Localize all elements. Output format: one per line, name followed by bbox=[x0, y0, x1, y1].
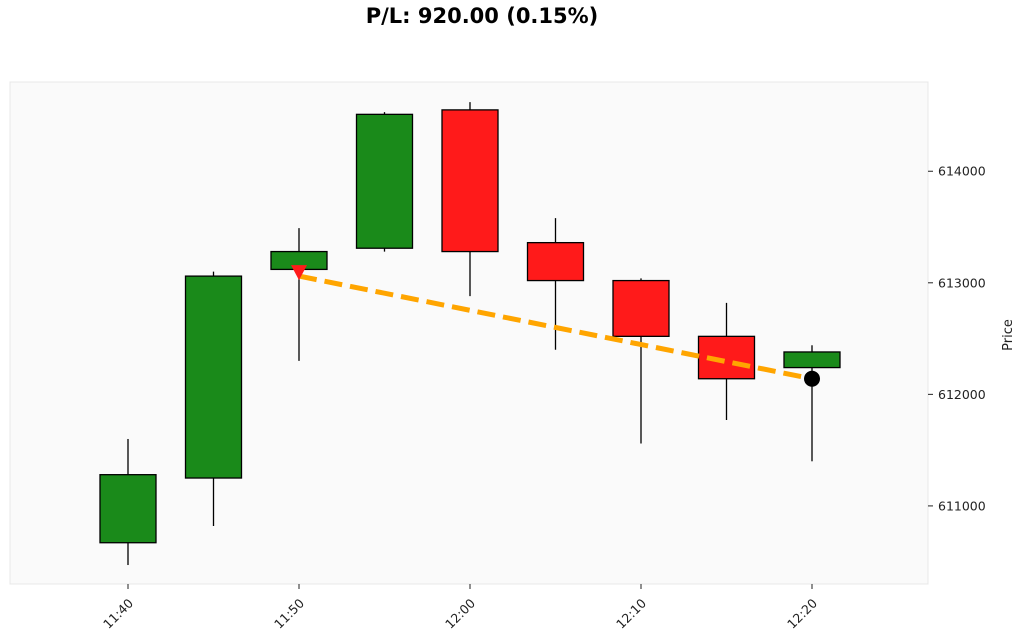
trade-line bbox=[298, 273, 813, 382]
y-tick-label: 614000 bbox=[938, 164, 986, 179]
y-tick-label: 613000 bbox=[938, 275, 986, 290]
chart-title: P/L: 920.00 (0.15%) bbox=[365, 4, 599, 28]
candle-body bbox=[697, 335, 756, 380]
candles-layer bbox=[99, 102, 841, 566]
x-tick-label: 11:40 bbox=[100, 595, 136, 631]
x-tick-label: 12:00 bbox=[442, 595, 478, 631]
circle-icon bbox=[804, 370, 820, 387]
candle-body bbox=[355, 113, 414, 249]
x-tick-label: 12:20 bbox=[784, 595, 820, 631]
trade-layer bbox=[291, 265, 820, 387]
candle-body bbox=[612, 279, 670, 337]
y-tick-label: 612000 bbox=[938, 387, 986, 402]
y-axis: 611000 612000 613000 614000 bbox=[928, 164, 986, 513]
candle-body bbox=[441, 109, 499, 253]
candle-body bbox=[99, 474, 157, 544]
y-tick-label: 611000 bbox=[938, 498, 986, 513]
candle-body bbox=[184, 275, 243, 479]
down-triangle-icon bbox=[291, 265, 307, 281]
y-axis-label: Price bbox=[1001, 319, 1016, 351]
candle-body bbox=[526, 241, 585, 282]
candle-body bbox=[783, 351, 841, 369]
x-tick-label: 12:10 bbox=[613, 595, 649, 631]
x-tick-label: 11:50 bbox=[271, 595, 307, 631]
x-axis: 11:40 11:50 12:00 12:10 12:20 bbox=[100, 584, 820, 632]
